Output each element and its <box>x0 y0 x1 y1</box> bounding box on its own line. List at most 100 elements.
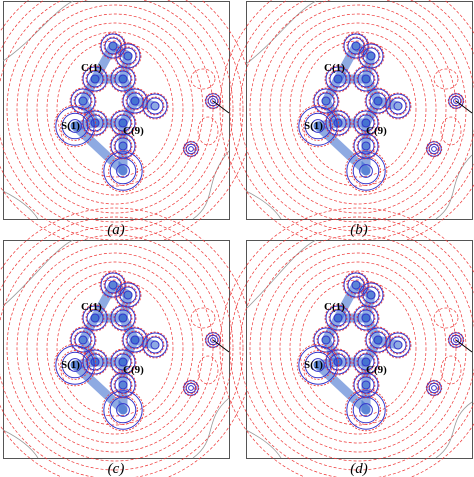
deformation-contour <box>109 132 137 160</box>
positive-contour <box>114 137 132 155</box>
deformation-contour <box>207 334 219 346</box>
positive-contour <box>361 118 371 128</box>
positive-contour <box>357 70 375 88</box>
positive-contour <box>207 334 219 346</box>
positive-contour <box>100 272 126 298</box>
positive-contour <box>325 66 351 92</box>
positive-contour <box>393 101 403 111</box>
deformation-contour <box>73 330 93 350</box>
positive-contour <box>385 332 411 358</box>
positive-contour <box>357 376 375 394</box>
bond-contour <box>373 335 403 350</box>
bond-contour <box>313 121 371 176</box>
deformation-contour <box>351 395 381 425</box>
positive-contour <box>428 143 440 155</box>
atom-label: S(1) <box>61 359 80 371</box>
positive-contour <box>70 88 96 114</box>
positive-contour <box>304 112 332 140</box>
deformation-contour <box>324 65 352 93</box>
positive-contour <box>393 340 403 350</box>
positive-contour <box>82 349 108 375</box>
positive-contour <box>357 353 375 371</box>
deformation-contour <box>182 140 200 158</box>
positive-contour <box>130 96 140 106</box>
bond-contour <box>70 360 128 415</box>
deformation-contour <box>428 382 440 394</box>
positive-contour <box>115 282 141 308</box>
deformation-contour <box>344 388 388 432</box>
positive-contour <box>90 74 100 84</box>
deformation-contour <box>81 109 109 137</box>
positive-contour <box>118 141 128 151</box>
deformation-contour <box>207 95 219 107</box>
positive-contour <box>426 380 442 396</box>
deformation-contour <box>356 308 376 328</box>
bond-contour <box>313 360 371 415</box>
atom-label: C(1) <box>81 301 102 313</box>
positive-contour <box>361 357 371 367</box>
negative-contour <box>56 279 174 417</box>
atom-label: S(1) <box>61 120 80 132</box>
positive-contour <box>185 143 197 155</box>
positive-contour <box>353 349 379 375</box>
deformation-contour <box>60 111 90 141</box>
positive-contour <box>351 41 361 51</box>
negative-contour <box>299 279 417 417</box>
positive-contour <box>115 43 141 69</box>
deformation-contour <box>342 32 370 60</box>
deformation-contour <box>447 92 465 110</box>
panel: C(1) S(1) C(9) <box>219 207 474 477</box>
positive-contour <box>333 74 343 84</box>
deformation-contour <box>69 87 97 115</box>
deformation-contour <box>53 343 97 387</box>
positive-contour <box>210 337 216 343</box>
deformation-contour <box>99 32 127 60</box>
positive-contour <box>68 358 82 372</box>
positive-contour <box>321 96 331 106</box>
deformation-contour <box>425 379 443 397</box>
deformation-contour <box>121 326 149 354</box>
deformation-contour <box>312 326 340 354</box>
positive-contour <box>431 146 437 152</box>
deformation-contour <box>108 395 138 425</box>
positive-contour <box>103 390 143 430</box>
positive-contour <box>82 110 108 136</box>
positive-contour <box>142 93 168 119</box>
deformation-contour <box>328 113 348 133</box>
deformation-contour <box>324 109 352 137</box>
negative-contour <box>26 13 204 205</box>
positive-contour <box>70 327 96 353</box>
positive-contour <box>389 97 407 115</box>
positive-contour <box>114 376 132 394</box>
positive-contour <box>329 309 347 327</box>
deformation-contour <box>118 46 138 66</box>
positive-contour <box>361 380 371 390</box>
deformation-contour <box>81 65 109 93</box>
bond-contour <box>90 41 118 84</box>
bond-contour <box>333 41 361 84</box>
atom-label: C(9) <box>366 125 387 137</box>
deformation-contour <box>113 308 133 328</box>
deformation-contour <box>357 42 385 70</box>
negative-contour <box>279 261 437 435</box>
deformation-contour <box>352 348 380 376</box>
negative-contour <box>433 307 459 329</box>
deformation-contour <box>344 149 388 193</box>
deformation-contour <box>296 104 340 148</box>
positive-contour <box>359 403 373 417</box>
deformation-contour <box>450 95 462 107</box>
deformation-contour <box>141 331 169 359</box>
deformation-contour <box>384 92 412 120</box>
panel: C(1) S(1) C(9) <box>0 0 254 250</box>
positive-contour <box>114 70 132 88</box>
positive-contour <box>346 390 386 430</box>
positive-contour <box>351 280 361 290</box>
positive-contour <box>86 309 104 327</box>
deformation-contour <box>388 96 408 116</box>
positive-contour <box>122 88 148 114</box>
positive-contour <box>188 146 194 152</box>
positive-contour <box>123 51 133 61</box>
positive-contour <box>119 286 137 304</box>
positive-contour <box>343 33 369 59</box>
